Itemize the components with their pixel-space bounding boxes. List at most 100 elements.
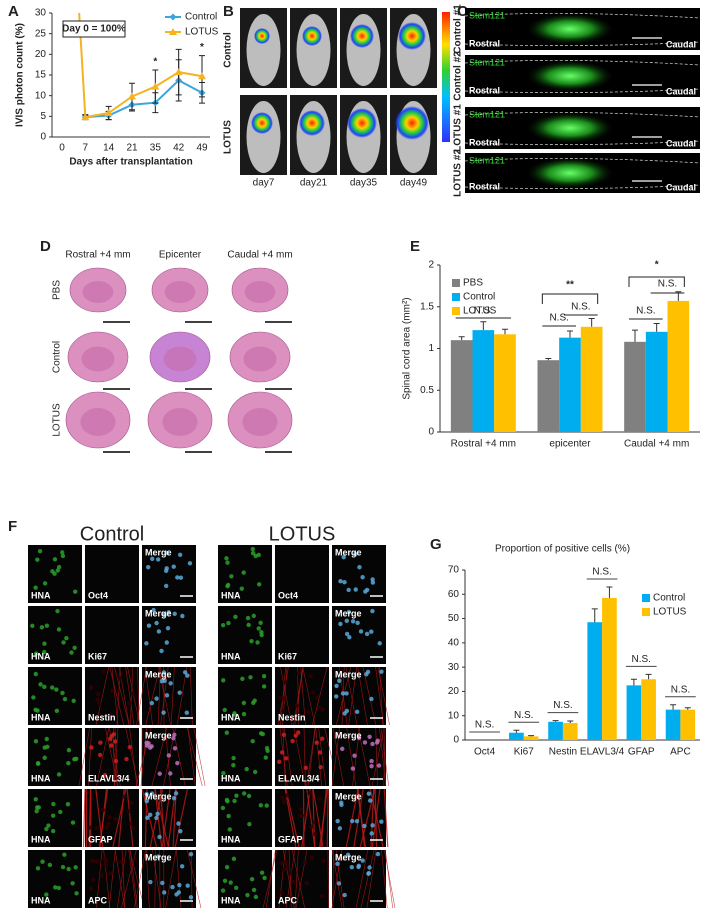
micrograph — [134, 849, 202, 909]
nucleus — [379, 819, 384, 824]
stain-label: HNA — [31, 651, 51, 661]
note: Day 0 = 100% — [62, 24, 126, 35]
nucleus — [249, 638, 254, 644]
stain-label: Ki67 — [278, 651, 297, 661]
nucleus — [108, 712, 113, 717]
nucleus — [221, 771, 226, 776]
nucleus — [344, 691, 349, 696]
nucleus — [73, 865, 78, 870]
fiber — [170, 666, 175, 726]
fiber — [332, 849, 334, 909]
legend-label: Control — [185, 12, 217, 23]
he-section — [65, 391, 131, 453]
nucleus — [33, 585, 38, 590]
nucleus — [277, 759, 282, 765]
nucleus — [155, 557, 161, 562]
fiber — [303, 727, 306, 787]
y-tick-label: 0 — [40, 132, 46, 143]
fiber — [130, 666, 134, 726]
error-bar — [567, 720, 574, 723]
fiber — [277, 666, 289, 726]
nucleus — [261, 684, 267, 689]
nucleus — [155, 854, 161, 859]
nucleus — [159, 678, 165, 684]
nucleus — [293, 733, 298, 738]
nucleus — [339, 802, 344, 808]
micrograph — [262, 849, 329, 909]
column-label: Rostral +4 mm — [65, 250, 130, 261]
image-bg — [142, 850, 196, 908]
he-section — [147, 391, 213, 453]
nucleus — [88, 685, 93, 691]
nucleus — [172, 746, 178, 751]
y-tick-label: 1.5 — [420, 301, 434, 312]
nucleus — [171, 564, 176, 569]
micrograph — [141, 788, 196, 848]
nucleus — [113, 816, 118, 822]
marker — [128, 92, 136, 100]
row-label: PBS — [52, 280, 63, 300]
annotation: * — [200, 42, 204, 53]
nucleus — [35, 760, 41, 766]
image-bg — [218, 728, 272, 786]
nucleus — [64, 635, 69, 641]
bar — [641, 679, 656, 740]
stain-label: HNA — [31, 895, 51, 905]
fiber — [105, 727, 119, 787]
fiber — [370, 788, 375, 848]
nucleus — [256, 582, 262, 587]
stain-label: HNA — [221, 834, 241, 844]
nucleus — [367, 865, 372, 870]
nucleus — [369, 831, 374, 836]
nucleus — [258, 620, 263, 626]
x-tick-label: GFAP — [628, 747, 655, 758]
nucleus — [377, 641, 382, 646]
bar — [562, 723, 578, 740]
legend-swatch — [452, 307, 460, 315]
fiber — [362, 666, 377, 726]
nucleus — [221, 678, 226, 683]
nucleus — [253, 553, 258, 559]
he-section — [227, 391, 293, 453]
nucleus — [245, 615, 251, 621]
nucleus — [44, 736, 49, 742]
nucleus — [234, 885, 239, 890]
fiber — [291, 849, 306, 909]
nucleus — [154, 620, 159, 626]
fiber — [125, 727, 139, 787]
stain-label: Nestin — [88, 712, 116, 722]
nucleus — [109, 743, 114, 748]
orientation-label: Rostral — [469, 181, 500, 191]
nucleus — [285, 864, 290, 869]
stain-label: HNA — [31, 712, 51, 722]
nucleus — [337, 826, 343, 831]
image-bg — [332, 606, 386, 664]
nucleus — [99, 873, 104, 878]
fiber — [283, 727, 293, 787]
legend-marker — [169, 13, 177, 21]
nucleus — [157, 771, 162, 776]
nucleus — [319, 893, 325, 899]
fiber — [375, 666, 384, 726]
legend-label: LOTUS — [463, 306, 497, 317]
nucleus — [353, 587, 358, 592]
nucleus — [180, 613, 185, 619]
y-tick-label: 40 — [448, 637, 460, 648]
nucleus — [261, 673, 267, 679]
nucleus — [88, 886, 94, 891]
nucleus — [90, 858, 95, 864]
x-tick-label: ELAVL3/4 — [580, 747, 625, 758]
nucleus — [104, 825, 109, 830]
nucleus — [58, 809, 63, 815]
nucleus — [320, 707, 326, 712]
nucleus — [368, 798, 373, 803]
fiber — [165, 849, 177, 909]
micrograph — [275, 545, 329, 603]
y-tick-label: 10 — [35, 90, 47, 101]
nucleus — [72, 645, 77, 651]
nucleus — [340, 691, 346, 696]
nucleus — [349, 865, 355, 870]
nucleus — [360, 575, 365, 580]
nucleus — [157, 834, 162, 840]
image-bg — [332, 545, 386, 603]
